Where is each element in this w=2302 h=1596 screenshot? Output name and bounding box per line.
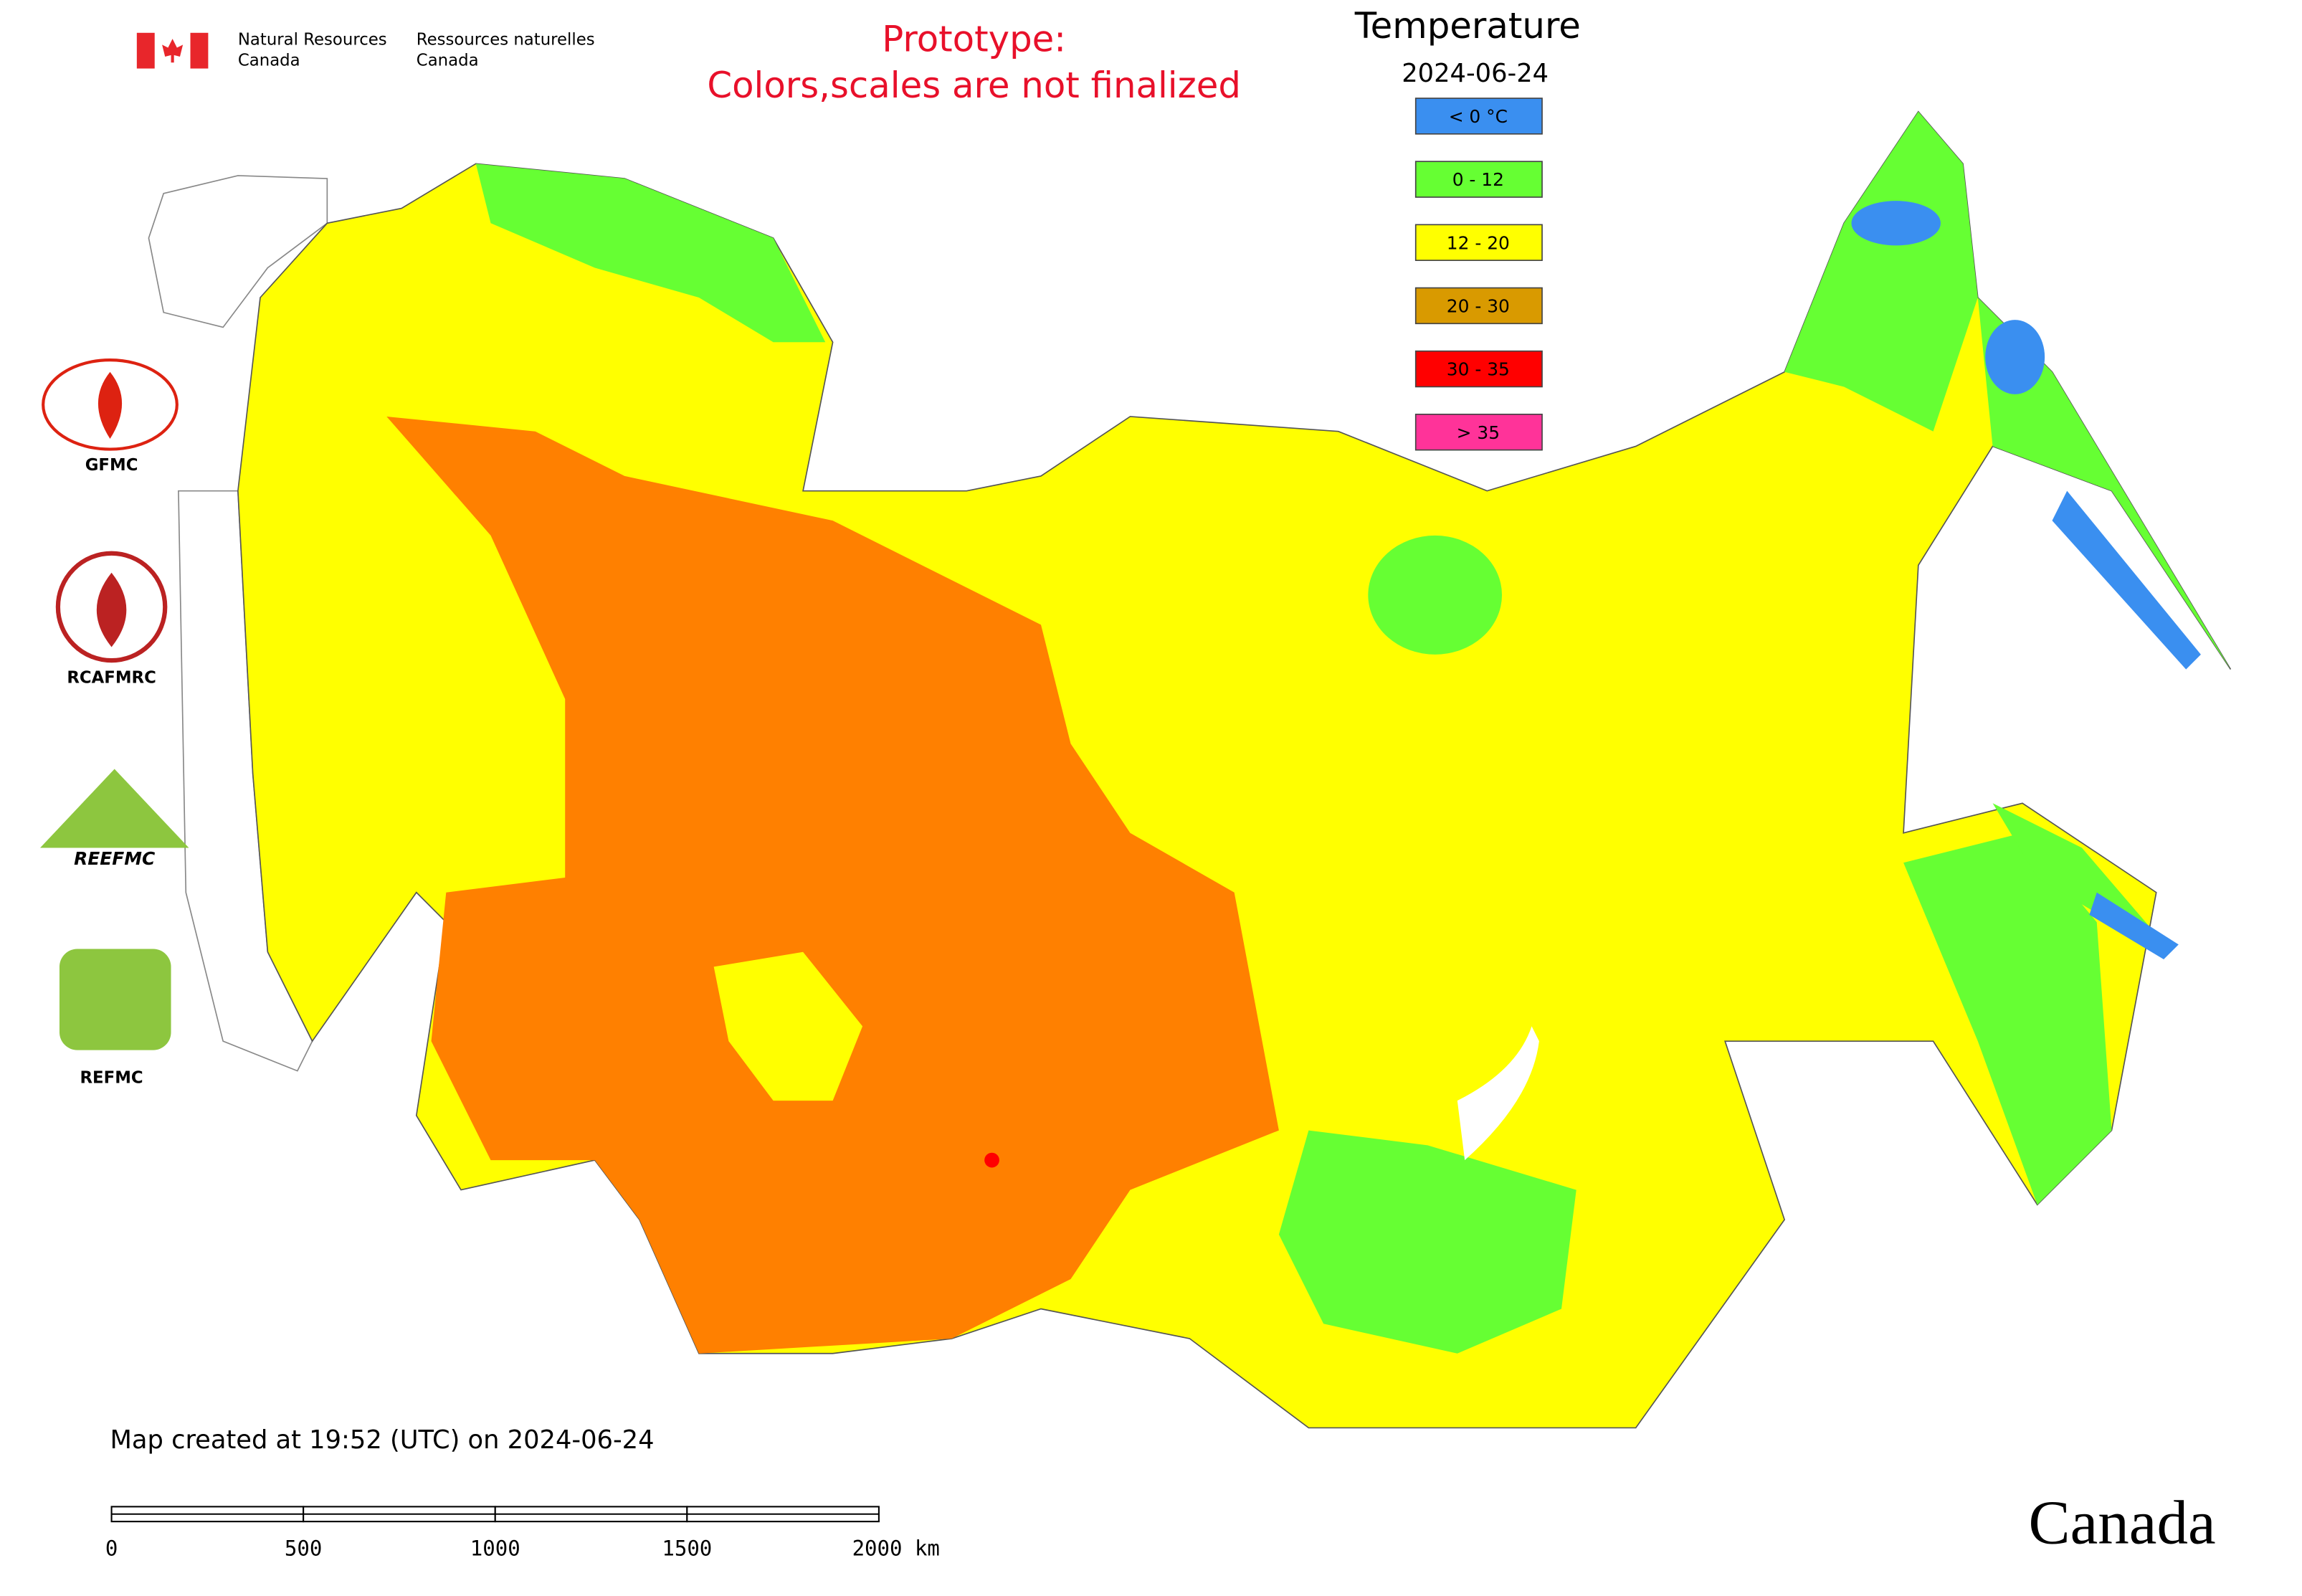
canada-flag <box>136 32 209 69</box>
legend-label: 0 - 12 <box>1452 169 1504 190</box>
canada-wordmark: Canada <box>2028 1488 2215 1557</box>
legend-label: 30 - 35 <box>1447 359 1510 380</box>
notice-2: Colors,scales are not finalized <box>707 65 1241 106</box>
agency-en-1: Natural Resources <box>238 31 387 49</box>
logo-label: GFMC <box>85 456 138 475</box>
legend-title: Temperature <box>1354 5 1581 47</box>
logos <box>40 358 189 1050</box>
legend-swatch <box>1414 287 1543 325</box>
scale-label: 500 <box>285 1536 322 1561</box>
map <box>148 110 2232 1429</box>
legend-swatch <box>1414 224 1543 261</box>
legend-swatch <box>1414 98 1543 135</box>
logo-label: RCAFMRC <box>67 669 156 688</box>
legend-label: > 35 <box>1457 422 1500 443</box>
legend-swatch <box>1414 414 1543 451</box>
agency-en-2: Canada <box>238 52 300 70</box>
legend-label: < 0 °C <box>1449 106 1508 127</box>
logo-label: REFMC <box>80 1069 143 1088</box>
scale-label: 1000 <box>470 1536 520 1561</box>
legend-swatch <box>1414 161 1543 198</box>
agency-fr-2: Canada <box>417 52 479 70</box>
legend-label: 20 - 30 <box>1447 295 1510 316</box>
legend-date: 2024-06-24 <box>1402 59 1549 88</box>
scale-label: 1500 <box>662 1536 712 1561</box>
scale-bar: 0 500 1000 1500 2000 km <box>105 1506 940 1561</box>
legend: < 0 °C 0 - 12 12 - 20 20 - 30 30 - 35 > 35 <box>1414 98 1543 451</box>
legend-swatch <box>1414 350 1543 388</box>
legend-label: 12 - 20 <box>1447 232 1510 253</box>
agency-fr-1: Ressources naturelles <box>417 31 595 49</box>
notice-1: Prototype: <box>882 19 1066 60</box>
scale-label: 2000 km <box>852 1536 940 1561</box>
scale-label: 0 <box>105 1536 118 1561</box>
created-note: Map created at 19:52 (UTC) on 2024-06-24 <box>110 1425 654 1455</box>
logo-label: REEFMC <box>74 848 156 869</box>
